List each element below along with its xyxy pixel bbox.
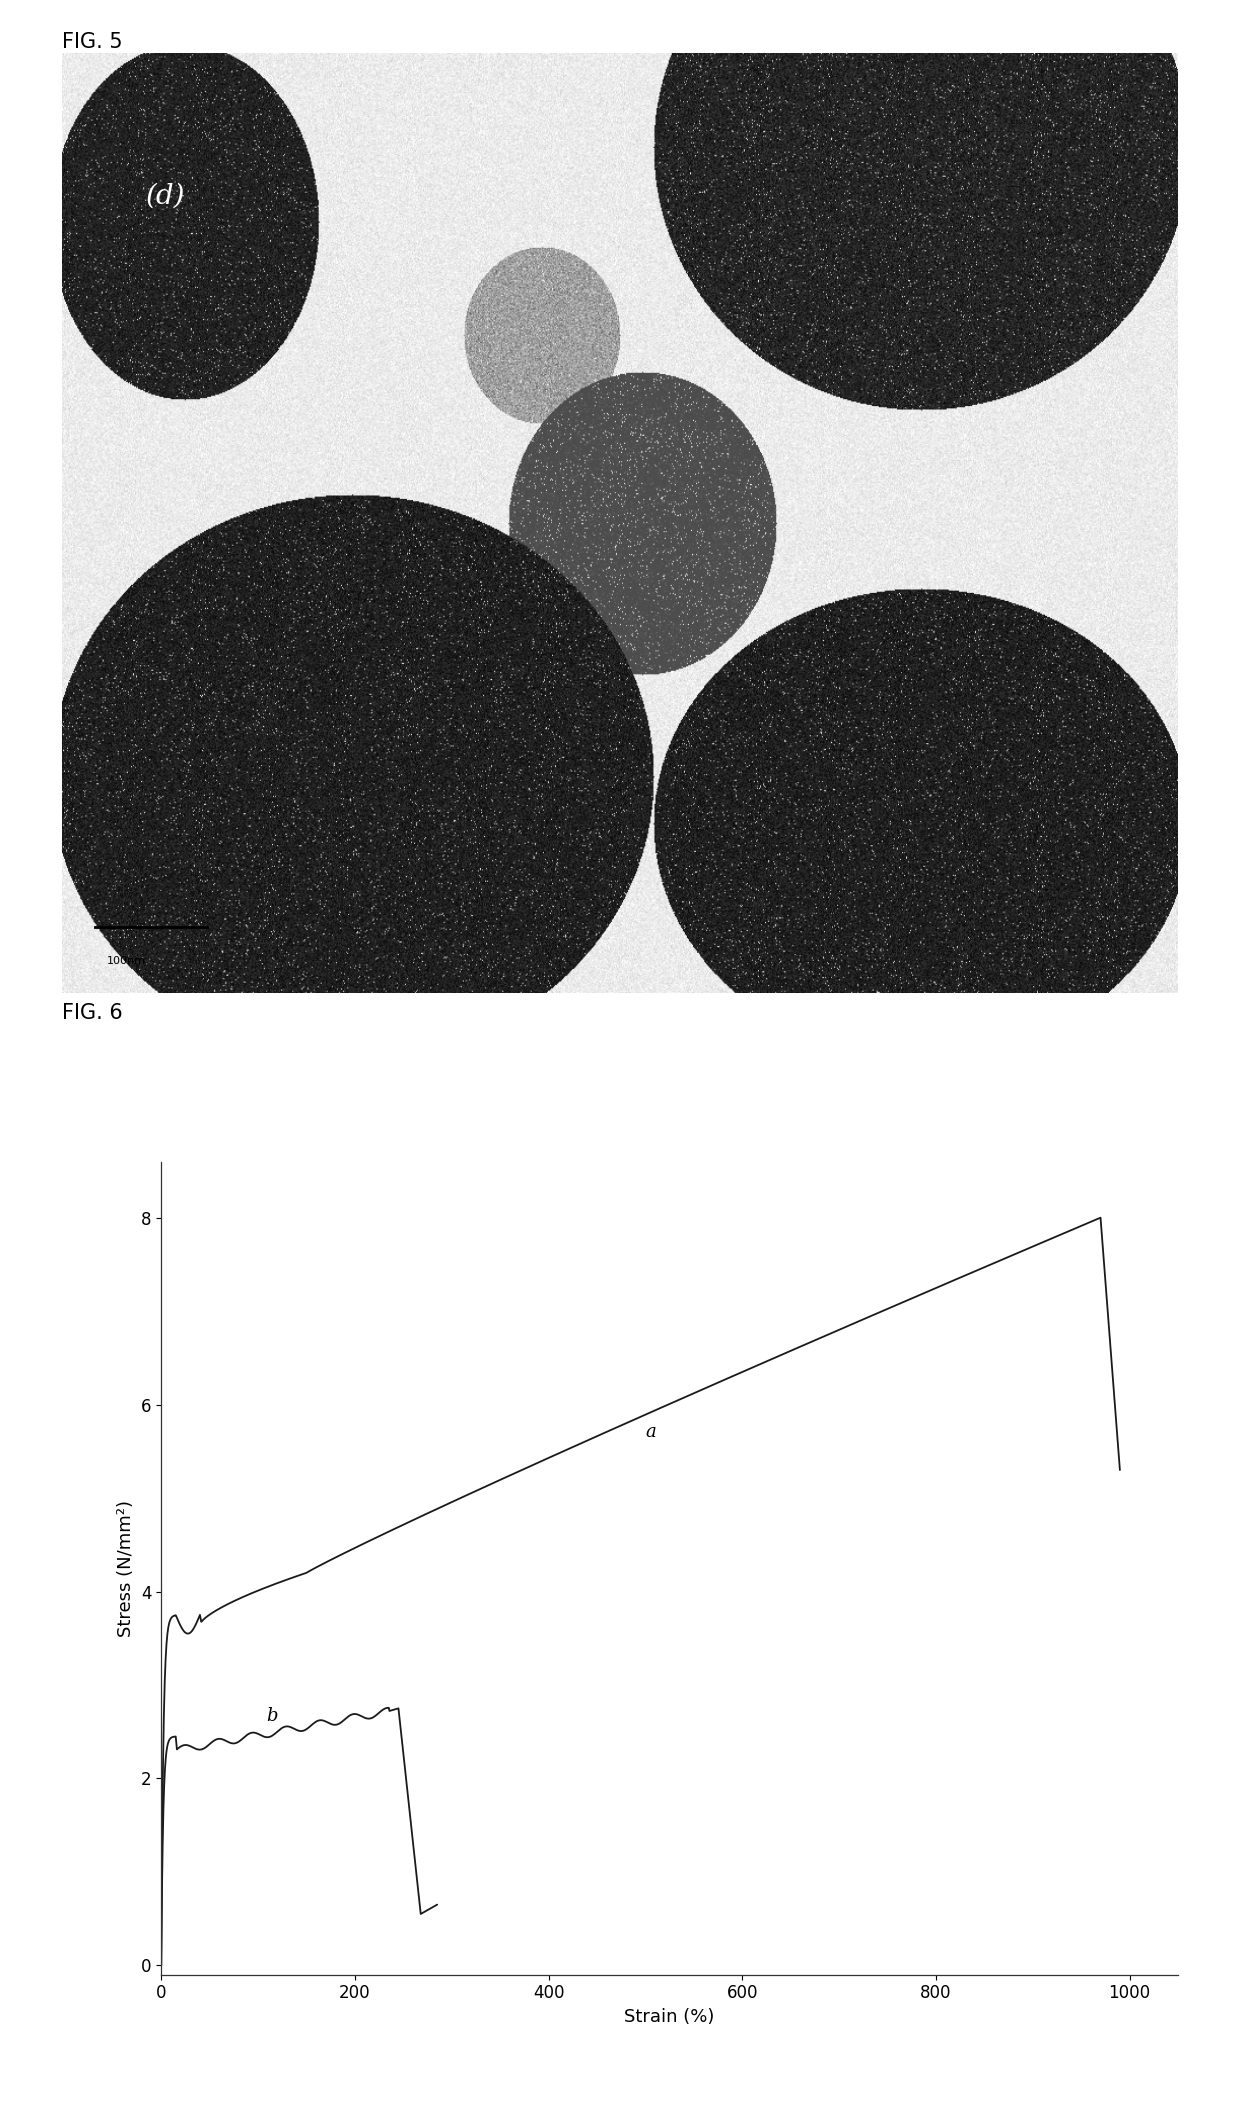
Y-axis label: Stress (N/mm²): Stress (N/mm²)	[118, 1500, 135, 1637]
Text: FIG. 6: FIG. 6	[62, 1003, 123, 1022]
Text: a: a	[645, 1423, 656, 1440]
Text: 100nm: 100nm	[107, 957, 145, 967]
Text: FIG. 5: FIG. 5	[62, 32, 123, 51]
Text: (d): (d)	[146, 182, 185, 209]
X-axis label: Strain (%): Strain (%)	[625, 2009, 714, 2025]
Text: b: b	[265, 1706, 278, 1726]
